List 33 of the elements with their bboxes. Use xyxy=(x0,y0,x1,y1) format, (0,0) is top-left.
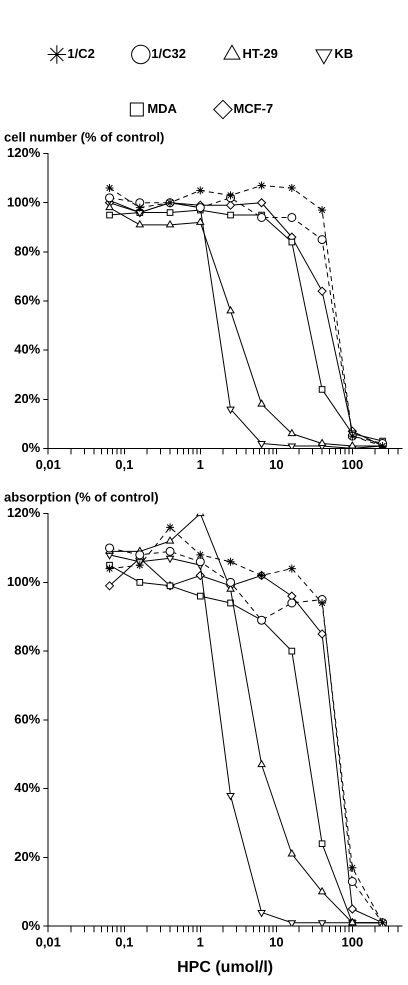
x-tick-label: 0,01 xyxy=(36,456,61,472)
legend-label: 1/C32 xyxy=(151,46,186,62)
legend-label: 1/C2 xyxy=(67,46,95,62)
y-tick-label: 40% xyxy=(14,342,41,357)
x-tick-label: 0,1 xyxy=(115,934,134,950)
legend-label: KB xyxy=(334,46,354,62)
y-tick-label: 20% xyxy=(14,849,41,864)
y-axis-title: cell number (% of control) xyxy=(4,129,164,144)
y-tick-label: 80% xyxy=(14,243,41,258)
legend-label: MCF-7 xyxy=(233,101,274,116)
x-tick-label: 0,1 xyxy=(115,456,134,472)
y-tick-label: 0% xyxy=(21,918,41,933)
y-tick-label: 40% xyxy=(14,780,41,796)
y-tick-label: 120% xyxy=(7,505,41,520)
x-axis-title: HPC (umol/l) xyxy=(177,958,274,976)
y-tick-label: 20% xyxy=(14,390,41,406)
y-tick-label: 0% xyxy=(21,440,41,455)
x-tick-label: 1 xyxy=(196,456,204,472)
x-tick-label: 10 xyxy=(269,934,284,950)
y-axis-title: absorption (% of control) xyxy=(4,489,159,504)
x-tick-label: 0,01 xyxy=(36,934,61,950)
y-tick-label: 80% xyxy=(14,642,41,658)
x-tick-label: 10 xyxy=(269,456,284,472)
y-tick-label: 120% xyxy=(7,145,41,160)
y-tick-label: 60% xyxy=(14,711,41,726)
y-tick-label: 100% xyxy=(7,574,41,589)
legend-label: HT-29 xyxy=(242,46,278,62)
x-tick-label: 100 xyxy=(341,456,364,472)
x-tick-label: 1 xyxy=(196,934,204,950)
y-tick-label: 100% xyxy=(7,194,41,210)
x-tick-label: 100 xyxy=(341,934,364,950)
y-tick-label: 60% xyxy=(14,292,41,308)
legend-label: MDA xyxy=(147,101,178,116)
